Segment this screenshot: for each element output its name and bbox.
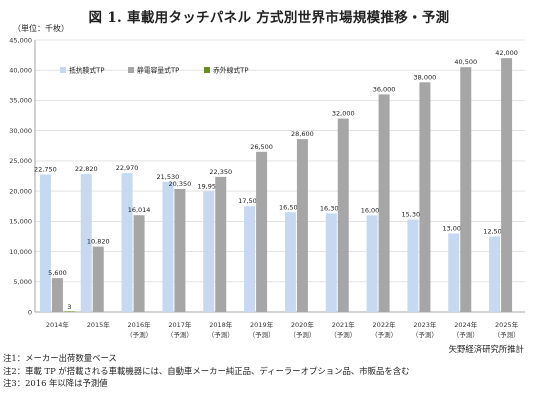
x-tick-label: 2020年 (291, 320, 315, 329)
data-label-capacitive: 5,600 (48, 269, 67, 277)
bar-capacitive (51, 278, 63, 312)
data-label-capacitive: 10,820 (87, 238, 110, 246)
legend-label: 静電容量式TP (137, 66, 179, 75)
x-tick-label: 2022年 (373, 320, 397, 329)
data-label-capacitive: 42,000 (495, 49, 518, 57)
x-tick-sublabel: （予測） (249, 330, 275, 339)
bar-resistive (244, 206, 256, 312)
y-tick-label: 35,000 (9, 97, 32, 105)
x-tick-sublabel: （予測） (208, 330, 234, 339)
bar-resistive (203, 191, 215, 312)
y-tick-label: 30,000 (9, 127, 32, 135)
source-label: 矢野経済研究所推計 (448, 344, 524, 354)
bar-capacitive (215, 176, 227, 312)
y-tick-label: 20,000 (9, 187, 32, 195)
data-label-resistive: 22,820 (75, 165, 98, 173)
data-label-capacitive: 32,000 (332, 110, 355, 118)
x-tick-label: 2016年 (128, 320, 152, 329)
x-tick-label: 2024年 (454, 320, 478, 329)
bar-capacitive (296, 139, 308, 312)
legend-swatch (60, 67, 66, 73)
bar-resistive (325, 213, 337, 312)
bar-capacitive (460, 67, 472, 312)
data-label-resistive: 13,000 (442, 224, 465, 232)
x-tick-label: 2018年 (209, 320, 233, 329)
bar-capacitive (133, 215, 145, 312)
bar-infrared (63, 311, 75, 312)
bar-capacitive (92, 246, 104, 312)
data-label-capacitive: 16,014 (128, 206, 151, 214)
data-label-capacitive: 28,600 (291, 130, 314, 138)
y-tick-label: 5,000 (13, 278, 32, 286)
data-label-capacitive: 26,500 (250, 143, 273, 151)
x-tick-label: 2019年 (250, 320, 274, 329)
x-tick-label: 2025年 (495, 320, 519, 329)
x-tick-label: 2017年 (168, 320, 192, 329)
x-tick-label: 2015年 (87, 320, 111, 329)
x-tick-sublabel: （予測） (453, 330, 479, 339)
data-label-capacitive: 40,500 (454, 58, 477, 66)
legend-swatch (128, 67, 134, 73)
data-label-capacitive: 38,000 (414, 73, 437, 81)
legend-label: 赤外線式TP (213, 66, 248, 75)
x-tick-label: 2014年 (46, 320, 70, 329)
data-label-infrared: 3 (67, 303, 71, 311)
data-label-resistive: 19,950 (197, 182, 220, 190)
note-3: 注3：2016 年以降は予測値 (3, 378, 108, 388)
note-1: 注1：メーカー出荷数量ベース (3, 353, 117, 363)
bar-resistive (489, 236, 501, 312)
data-label-capacitive: 36,000 (373, 85, 396, 93)
data-label-resistive: 16,500 (279, 203, 302, 211)
bar-resistive (80, 174, 92, 312)
x-tick-label: 2021年 (332, 320, 356, 329)
y-tick-label: 15,000 (9, 218, 32, 226)
data-label-resistive: 17,500 (238, 197, 261, 205)
legend-label: 抵抗膜式TP (69, 66, 104, 75)
y-tick-label: 25,000 (9, 157, 32, 165)
bar-resistive (284, 212, 296, 312)
data-label-resistive: 21,530 (157, 173, 180, 181)
bar-resistive (162, 181, 174, 312)
bar-capacitive (378, 94, 390, 313)
x-tick-sublabel: （予測） (167, 330, 193, 339)
bar-resistive (121, 173, 133, 312)
note-2: 注2：車載 TP が搭載される車載機器には、自動車メーカー純正品、ディーラーオプ… (3, 365, 410, 376)
data-label-resistive: 15,300 (402, 211, 425, 219)
bar-capacitive (419, 82, 431, 312)
x-tick-sublabel: （予測） (330, 330, 356, 339)
x-tick-sublabel: （予測） (126, 330, 152, 339)
y-tick-label: 0 (28, 308, 32, 316)
bar-resistive (407, 219, 419, 312)
bar-capacitive (256, 151, 268, 312)
unit-label: （単位：千枚） (13, 24, 69, 33)
data-label-resistive: 16,000 (361, 206, 384, 214)
bar-resistive (448, 233, 460, 312)
bar-capacitive (501, 58, 513, 313)
bar-resistive (39, 174, 51, 312)
data-label-capacitive: 20,350 (169, 180, 192, 188)
bar-resistive (366, 215, 378, 312)
y-tick-label: 45,000 (9, 36, 32, 44)
y-tick-label: 10,000 (9, 248, 32, 256)
x-tick-sublabel: （予測） (289, 330, 315, 339)
market-chart: 0 5,000 10,000 15,000 20,000 25,000 30,000 35,0… (9, 36, 525, 339)
notes: 注1：メーカー出荷数量ベース 注2：車載 TP が搭載される車載機器には、自動車… (3, 352, 538, 390)
page-title: 図 1. 車載用タッチパネル 方式別世界市場規模推移・予測 (88, 10, 450, 26)
x-tick-sublabel: （予測） (412, 330, 438, 339)
bar-capacitive (337, 118, 349, 312)
data-label-resistive: 22,970 (116, 164, 139, 172)
x-tick-label: 2023年 (413, 320, 437, 329)
x-tick-sublabel: （予測） (494, 330, 520, 339)
x-tick-sublabel: （予測） (371, 330, 397, 339)
legend-swatch (204, 67, 210, 73)
data-label-resistive: 22,750 (34, 165, 57, 173)
bar-capacitive (174, 188, 186, 312)
data-label-resistive: 16,300 (320, 204, 343, 212)
y-tick-label: 40,000 (9, 67, 32, 75)
data-label-capacitive: 22,350 (209, 168, 232, 176)
data-label-resistive: 12,500 (483, 227, 506, 235)
